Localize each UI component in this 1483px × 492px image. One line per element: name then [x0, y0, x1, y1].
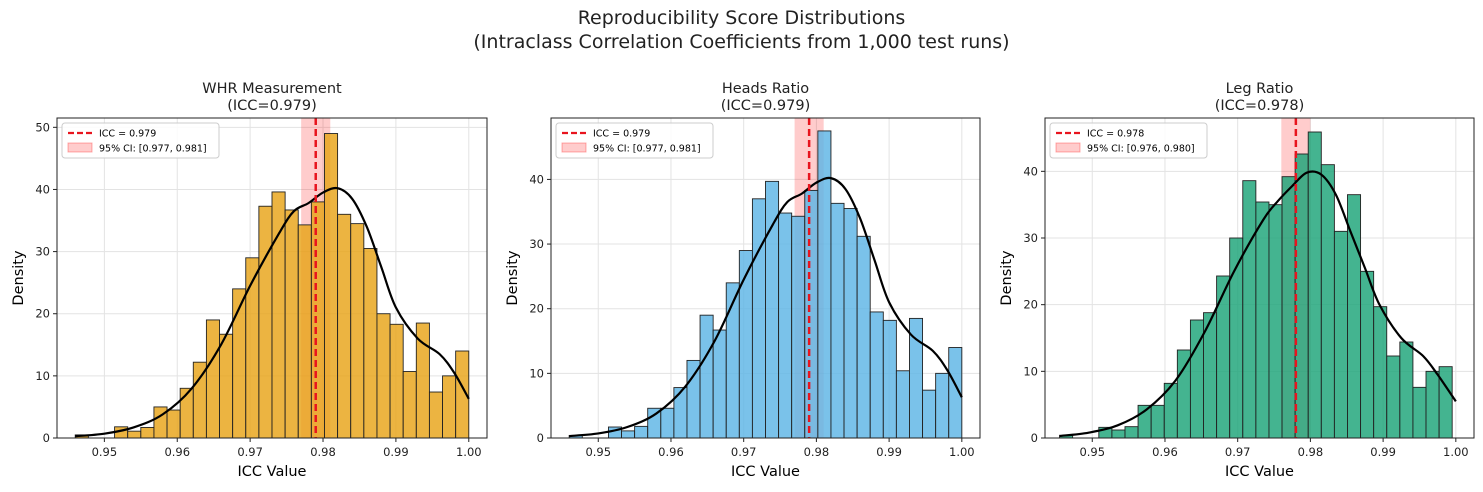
x-tick-label: 0.96 — [164, 445, 190, 459]
y-tick-label: 20 — [1023, 298, 1038, 312]
histogram-bar — [1242, 180, 1257, 439]
y-tick-label: 40 — [35, 182, 50, 196]
legend-icc-label: ICC = 0.979 — [593, 129, 650, 140]
x-axis-label: ICC Value — [731, 464, 800, 480]
legend-box — [555, 122, 714, 159]
panel-title-line2: (ICC=0.979) — [721, 98, 811, 114]
legend-box — [1049, 122, 1208, 159]
x-tick-label: 0.95 — [1079, 445, 1105, 459]
panel-title-line1: Leg Ratio — [1226, 81, 1294, 97]
x-tick-label: 0.97 — [1225, 445, 1251, 459]
legend-ci-label: 95% CI: [0.977, 0.981] — [99, 144, 207, 155]
x-tick-label: 0.97 — [731, 445, 757, 459]
x-tick-label: 0.97 — [237, 445, 263, 459]
histogram-bar — [1255, 201, 1270, 439]
histogram-bar — [1386, 355, 1401, 439]
histogram-bar — [1425, 370, 1440, 439]
legend-ci-swatch — [1055, 142, 1081, 153]
histogram-bar — [1333, 230, 1348, 439]
kde-curve — [1059, 170, 1457, 438]
y-tick-label: 30 — [35, 245, 50, 259]
histogram-bar — [1216, 275, 1231, 439]
panel-title-line2: (ICC=0.979) — [227, 98, 317, 114]
legend-icc-label: ICC = 0.979 — [99, 129, 156, 140]
y-axis-label: Density — [999, 250, 1015, 306]
x-tick-label: 1.00 — [1443, 445, 1469, 459]
x-tick-label: 1.00 — [456, 445, 482, 459]
x-tick-label: 0.98 — [310, 445, 336, 459]
y-axis-label: Density — [505, 250, 521, 306]
plot-frame — [550, 117, 981, 439]
figure-title-line2: (Intraclass Correlation Coefficients fro… — [473, 31, 1010, 53]
legend-icc-label: ICC = 0.978 — [1087, 129, 1144, 140]
y-axis-label: Density — [11, 250, 27, 306]
x-tick-label: 0.99 — [1370, 445, 1396, 459]
histogram-bar — [1268, 204, 1283, 439]
histogram-bar — [1111, 429, 1126, 439]
legend-ci-swatch — [561, 142, 587, 153]
histogram-bar — [1124, 426, 1139, 439]
histogram-bar — [1176, 349, 1191, 439]
y-tick-label: 20 — [529, 302, 544, 316]
histogram-bar — [1438, 366, 1453, 439]
histogram-bar — [1412, 386, 1427, 439]
histogram-bar — [1150, 404, 1165, 439]
y-tick-label: 40 — [1023, 164, 1038, 178]
y-tick-label: 0 — [537, 431, 544, 445]
x-tick-label: 0.96 — [1152, 445, 1178, 459]
y-tick-label: 10 — [35, 369, 50, 383]
x-tick-label: 0.99 — [383, 445, 409, 459]
figure-title-line1: Reproducibility Score Distributions — [577, 7, 906, 29]
y-tick-label: 10 — [1023, 364, 1038, 378]
y-tick-label: 50 — [35, 120, 50, 134]
x-axis-label: ICC Value — [1225, 464, 1294, 480]
histogram-bar — [1307, 131, 1322, 439]
x-tick-label: 0.95 — [92, 445, 118, 459]
panel-title-line2: (ICC=0.978) — [1215, 98, 1305, 114]
x-tick-label: 0.98 — [804, 445, 830, 459]
y-tick-label: 20 — [35, 307, 50, 321]
y-tick-label: 30 — [1023, 231, 1038, 245]
x-tick-label: 1.00 — [949, 445, 975, 459]
legend-ci-label: 95% CI: [0.977, 0.981] — [593, 144, 701, 155]
histogram-bar — [1373, 306, 1388, 439]
y-tick-label: 10 — [529, 366, 544, 380]
plot-frame — [1044, 117, 1475, 439]
histogram-bar — [1320, 164, 1335, 439]
legend-box — [61, 122, 220, 159]
x-tick-label: 0.98 — [1298, 445, 1324, 459]
y-tick-label: 40 — [529, 172, 544, 186]
x-tick-label: 0.99 — [876, 445, 902, 459]
y-tick-label: 30 — [529, 237, 544, 251]
histogram-bar — [1281, 176, 1296, 439]
legend-ci-label: 95% CI: [0.976, 0.980] — [1087, 144, 1195, 155]
histogram-bar — [1360, 270, 1375, 439]
y-tick-label: 0 — [43, 431, 50, 445]
x-axis-label: ICC Value — [238, 464, 307, 480]
legend-ci-swatch — [67, 142, 93, 153]
x-tick-label: 0.96 — [658, 445, 684, 459]
histogram-bar — [1399, 341, 1414, 439]
y-tick-label: 0 — [1031, 431, 1038, 445]
x-tick-label: 0.95 — [585, 445, 611, 459]
panel-title-line1: WHR Measurement — [202, 81, 342, 97]
plot-frame — [56, 117, 488, 439]
panel-title-line1: Heads Ratio — [722, 81, 809, 97]
